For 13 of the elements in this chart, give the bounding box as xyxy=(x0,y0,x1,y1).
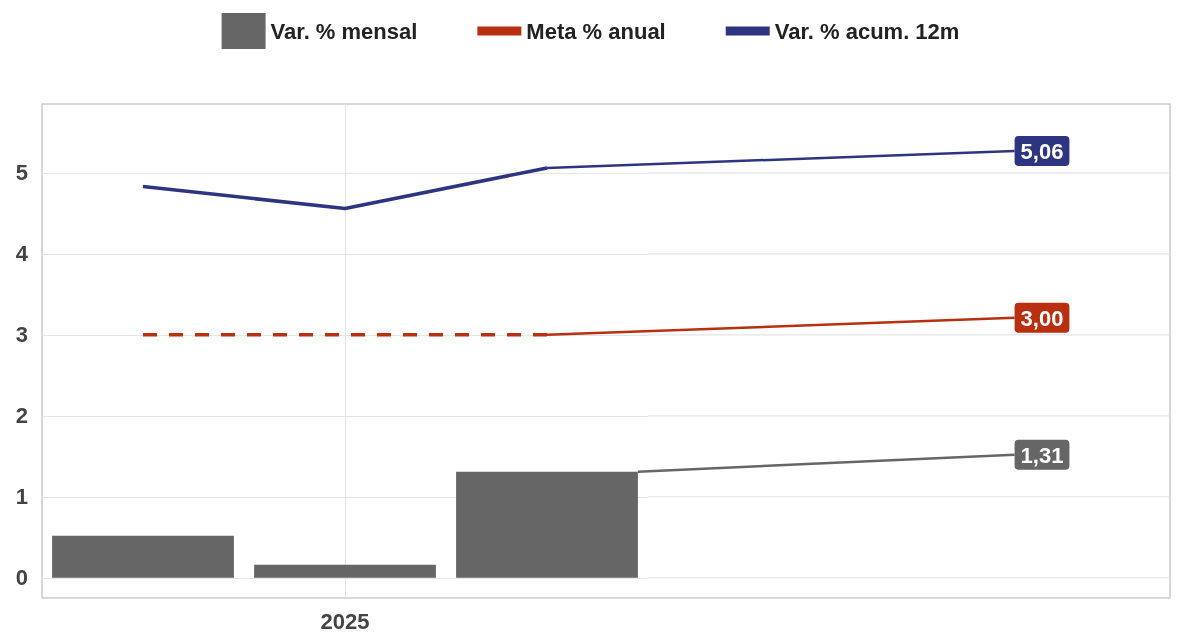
x-tick-label: 2025 xyxy=(320,608,370,634)
legend-label: Var. % acum. 12m xyxy=(774,18,960,44)
data-label: 1,31 xyxy=(1020,443,1064,469)
data-label: 5,06 xyxy=(1020,139,1064,165)
y-tick-label: 5 xyxy=(15,160,28,186)
data-label: 3,00 xyxy=(1020,306,1064,332)
legend-label: Meta % anual xyxy=(526,18,666,44)
y-tick-label: 2 xyxy=(15,403,28,429)
y-tick-label: 0 xyxy=(15,565,28,591)
y-tick-label: 1 xyxy=(15,484,28,510)
legend-label: Var. % mensal xyxy=(270,18,418,44)
y-tick-label: 3 xyxy=(15,322,28,348)
y-tick-label: 4 xyxy=(15,241,29,267)
